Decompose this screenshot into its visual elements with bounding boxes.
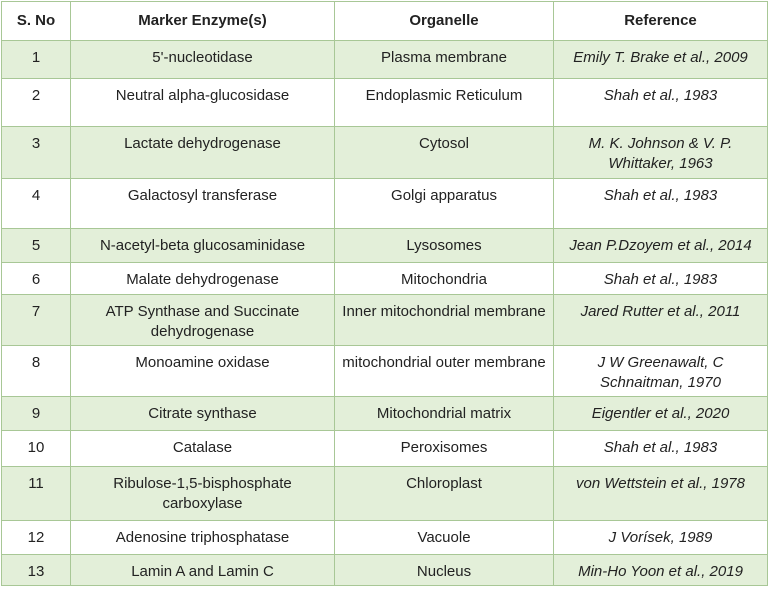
cell-reference: Shah et al., 1983 bbox=[553, 178, 768, 229]
cell-reference: M. K. Johnson & V. P. Whittaker, 1963 bbox=[553, 126, 768, 179]
cell-organelle: mitochondrial outer membrane bbox=[334, 345, 554, 397]
cell-sno: 11 bbox=[1, 466, 71, 521]
cell-enzyme: Monoamine oxidase bbox=[70, 345, 335, 397]
table-row: 1 5'-nucleotidase Plasma membrane Emily T. … bbox=[1, 40, 768, 79]
cell-reference: Min-Ho Yoon et al., 2019 bbox=[553, 554, 768, 586]
table-row: 4 Galactosyl transferase Golgi apparatus Sh… bbox=[1, 178, 768, 229]
cell-organelle: Golgi apparatus bbox=[334, 178, 554, 229]
cell-enzyme: Lactate dehydrogenase bbox=[70, 126, 335, 179]
cell-sno: 2 bbox=[1, 78, 71, 127]
cell-organelle: Inner mitochondrial membrane bbox=[334, 294, 554, 346]
cell-sno: 10 bbox=[1, 430, 71, 467]
cell-sno: 3 bbox=[1, 126, 71, 179]
table-row: 7 ATP Synthase and Succinate dehydrogenas… bbox=[1, 294, 768, 346]
table-row: 11 Ribulose-1,5-bisphosphate carboxylase C… bbox=[1, 466, 768, 521]
cell-sno: 6 bbox=[1, 262, 71, 295]
cell-organelle: Chloroplast bbox=[334, 466, 554, 521]
header-enzyme: Marker Enzyme(s) bbox=[70, 1, 335, 41]
cell-enzyme: Neutral alpha-glucosidase bbox=[70, 78, 335, 127]
cell-enzyme: Adenosine triphosphatase bbox=[70, 520, 335, 555]
cell-organelle: Mitochondria bbox=[334, 262, 554, 295]
cell-reference: Jean P.Dzoyem et al., 2014 bbox=[553, 228, 768, 263]
cell-reference: Jared Rutter et al., 2011 bbox=[553, 294, 768, 346]
cell-reference: von Wettstein et al., 1978 bbox=[553, 466, 768, 521]
cell-enzyme: Citrate synthase bbox=[70, 396, 335, 431]
cell-organelle: Cytosol bbox=[334, 126, 554, 179]
cell-reference: Shah et al., 1983 bbox=[553, 78, 768, 127]
cell-organelle: Peroxisomes bbox=[334, 430, 554, 467]
cell-sno: 12 bbox=[1, 520, 71, 555]
cell-sno: 13 bbox=[1, 554, 71, 586]
cell-enzyme: Lamin A and Lamin C bbox=[70, 554, 335, 586]
header-reference: Reference bbox=[553, 1, 768, 41]
header-organelle: Organelle bbox=[334, 1, 554, 41]
cell-organelle: Endoplasmic Reticulum bbox=[334, 78, 554, 127]
cell-organelle: Vacuole bbox=[334, 520, 554, 555]
cell-enzyme: Malate dehydrogenase bbox=[70, 262, 335, 295]
header-row: S. No Marker Enzyme(s) Organelle Referen… bbox=[1, 1, 768, 41]
cell-sno: 5 bbox=[1, 228, 71, 263]
table-row: 6 Malate dehydrogenase Mitochondria Shah et… bbox=[1, 262, 768, 295]
header-sno: S. No bbox=[1, 1, 71, 41]
cell-reference: J W Greenawalt, C Schnaitman, 1970 bbox=[553, 345, 768, 397]
cell-reference: Eigentler et al., 2020 bbox=[553, 396, 768, 431]
table-row: 5 N-acetyl-beta glucosaminidase Lysosomes J… bbox=[1, 228, 768, 263]
cell-enzyme: N-acetyl-beta glucosaminidase bbox=[70, 228, 335, 263]
cell-enzyme: Ribulose-1,5-bisphosphate carboxylase bbox=[70, 466, 335, 521]
cell-enzyme: Galactosyl transferase bbox=[70, 178, 335, 229]
cell-sno: 4 bbox=[1, 178, 71, 229]
cell-sno: 8 bbox=[1, 345, 71, 397]
cell-enzyme: 5'-nucleotidase bbox=[70, 40, 335, 79]
cell-reference: J Vorísek, 1989 bbox=[553, 520, 768, 555]
cell-organelle: Mitochondrial matrix bbox=[334, 396, 554, 431]
cell-sno: 7 bbox=[1, 294, 71, 346]
cell-enzyme: ATP Synthase and Succinate dehydrogenase bbox=[70, 294, 335, 346]
cell-reference: Shah et al., 1983 bbox=[553, 262, 768, 295]
table-row: 13 Lamin A and Lamin C Nucleus Min-Ho Yoon … bbox=[1, 554, 768, 586]
cell-organelle: Lysosomes bbox=[334, 228, 554, 263]
table-row: 8 Monoamine oxidase mitochondrial outer me… bbox=[1, 345, 768, 397]
cell-sno: 9 bbox=[1, 396, 71, 431]
table-row: 3 Lactate dehydrogenase Cytosol M. K. Johns… bbox=[1, 126, 768, 179]
table-row: 10 Catalase Peroxisomes Shah et al., 1983 bbox=[1, 430, 768, 467]
cell-organelle: Nucleus bbox=[334, 554, 554, 586]
table-row: 2 Neutral alpha-glucosidase Endoplasmic Re… bbox=[1, 78, 768, 127]
table-row: 12 Adenosine triphosphatase Vacuole J Vorís… bbox=[1, 520, 768, 555]
cell-reference: Shah et al., 1983 bbox=[553, 430, 768, 467]
table-row: 9 Citrate synthase Mitochondrial matrix Eig… bbox=[1, 396, 768, 431]
cell-organelle: Plasma membrane bbox=[334, 40, 554, 79]
cell-enzyme: Catalase bbox=[70, 430, 335, 467]
cell-sno: 1 bbox=[1, 40, 71, 79]
cell-reference: Emily T. Brake et al., 2009 bbox=[553, 40, 768, 79]
